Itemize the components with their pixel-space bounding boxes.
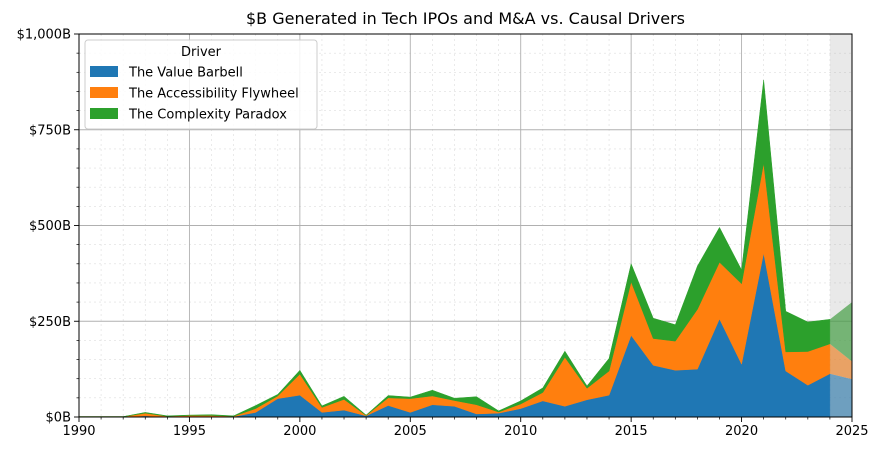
y-tick-label: $500B [29, 219, 71, 234]
projection-shade [829, 34, 852, 417]
legend-label: The Accessibility Flywheel [128, 87, 299, 102]
legend: Driver The Value Barbell The Accessibilit… [84, 39, 318, 130]
legend-title: Driver [181, 45, 222, 60]
x-tick-label: 2010 [504, 424, 537, 439]
legend-box [84, 39, 318, 130]
legend-items: The Value Barbell The Accessibility Flywh… [90, 66, 299, 123]
legend-swatch [90, 66, 118, 77]
projected-area-the-complexity-paradox [829, 302, 852, 362]
projected-area-the-accessibility-flywheel [829, 343, 852, 380]
y-tick-label: $250B [29, 315, 71, 330]
chart-title: $B Generated in Tech IPOs and M&A vs. Ca… [246, 9, 685, 28]
legend-swatch [90, 108, 118, 119]
y-axis: $0B $250B $500B $750B $1,000B [17, 28, 79, 426]
y-tick-label: $750B [29, 123, 71, 138]
legend-swatch [90, 87, 118, 98]
x-tick-label: 2005 [394, 424, 427, 439]
x-tick-label: 2000 [283, 424, 316, 439]
legend-label: The Complexity Paradox [128, 108, 287, 123]
x-tick-label: 1995 [173, 424, 206, 439]
x-tick-label: 2015 [615, 424, 648, 439]
x-tick-label: 2025 [835, 424, 868, 439]
x-tick-label: 1990 [62, 424, 95, 439]
y-tick-label: $0B [46, 411, 71, 426]
x-axis: 1990 1995 2000 2005 2010 2015 2020 2025 [62, 417, 869, 439]
legend-label: The Value Barbell [128, 66, 243, 81]
x-tick-label: 2020 [725, 424, 758, 439]
projected-area-the-value-barbell [829, 373, 852, 417]
y-tick-label: $1,000B [17, 28, 71, 43]
projection-overlay [829, 34, 852, 417]
